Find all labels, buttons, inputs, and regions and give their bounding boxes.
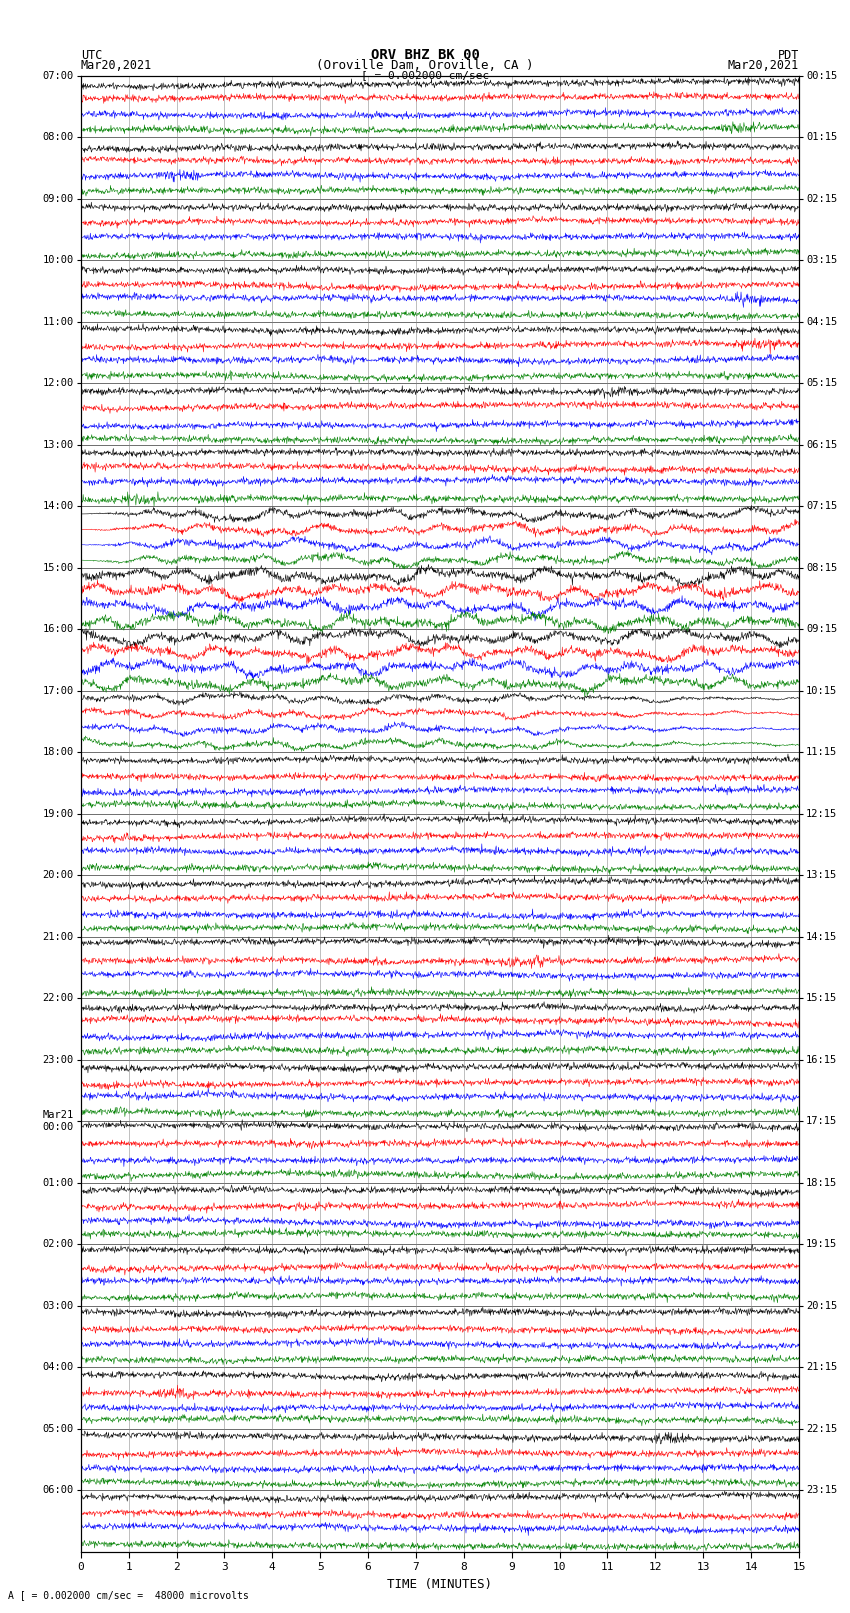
Text: UTC: UTC xyxy=(81,48,102,63)
Text: Mar20,2021: Mar20,2021 xyxy=(81,58,152,71)
Text: Mar20,2021: Mar20,2021 xyxy=(728,58,799,71)
X-axis label: TIME (MINUTES): TIME (MINUTES) xyxy=(388,1578,492,1590)
Text: PDT: PDT xyxy=(778,48,799,63)
Text: A [ = 0.002000 cm/sec =  48000 microvolts: A [ = 0.002000 cm/sec = 48000 microvolts xyxy=(8,1590,249,1600)
Text: (Oroville Dam, Oroville, CA ): (Oroville Dam, Oroville, CA ) xyxy=(316,58,534,71)
Text: ORV BHZ BK 00: ORV BHZ BK 00 xyxy=(371,48,479,63)
Text: [ = 0.002000 cm/sec: [ = 0.002000 cm/sec xyxy=(361,69,489,79)
